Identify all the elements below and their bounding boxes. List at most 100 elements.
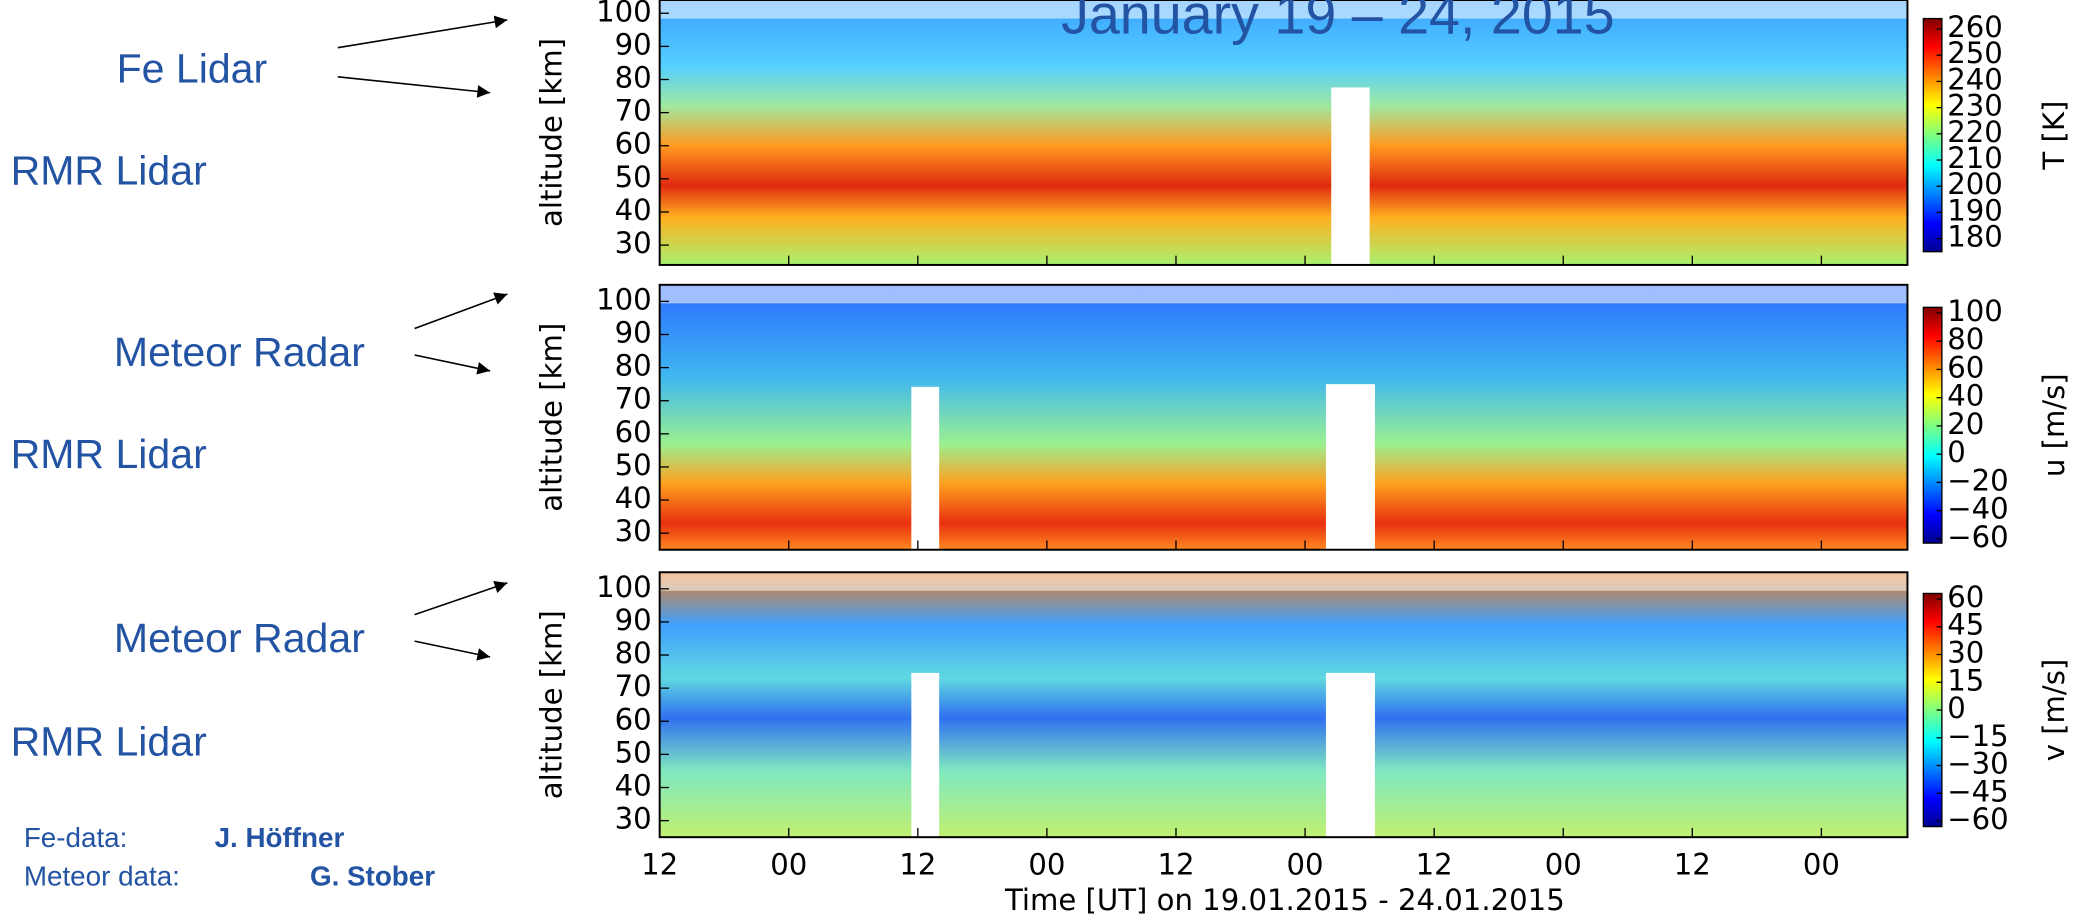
x-tick-label: 12 <box>1674 847 1711 881</box>
x-tick-label: 12 <box>1416 847 1453 881</box>
y-tick-label: 70 <box>615 94 652 128</box>
y-tick-label: 50 <box>615 735 652 769</box>
x-tick-label: 00 <box>1287 847 1324 881</box>
data-gap <box>659 0 1908 19</box>
colorbar-tick-label: −15 <box>1947 719 2008 753</box>
chart-title: January 19 – 24, 2015 <box>1061 0 1615 45</box>
colorbar-tick-label: 30 <box>1947 636 1984 670</box>
y-tick-label: 40 <box>615 481 652 515</box>
instrument-label: RMR Lidar <box>11 718 207 764</box>
colorbar-tick-label: 240 <box>1947 62 2003 96</box>
data-gap <box>659 284 1908 304</box>
colorbar-tick-label: 180 <box>1947 220 2003 254</box>
plot-frame <box>658 283 1909 551</box>
colorbar-label: T [K] <box>2037 101 2071 171</box>
colorbar-tick-label: 220 <box>1947 115 2003 149</box>
y-tick-label: 100 <box>596 570 652 604</box>
colorbar <box>1922 17 1943 253</box>
colorbar-tick-label: −20 <box>1947 463 2008 497</box>
credit-name: J. Höffner <box>215 822 345 853</box>
y-tick-label: 100 <box>596 0 652 28</box>
colorbar-tick-label: 190 <box>1947 193 2003 227</box>
data-gap <box>1325 672 1375 838</box>
credit-name: G. Stober <box>310 861 435 892</box>
colorbar-tick-label: 250 <box>1947 36 2003 70</box>
colorbar-label: v [m/s] <box>2037 659 2071 762</box>
colorbar <box>1922 306 1943 544</box>
colorbar-tick-label: 20 <box>1947 407 1984 441</box>
data-gap <box>659 572 1908 591</box>
credit-role: Fe-data: <box>24 822 128 853</box>
y-tick-label: 60 <box>615 415 652 449</box>
y-tick-label: 30 <box>615 514 652 548</box>
colorbar-tick-label: −45 <box>1947 774 2008 808</box>
colorbar-tick-label: 45 <box>1947 608 1984 642</box>
x-axis-label: Time [UT] on 19.01.2015 - 24.01.2015 <box>1004 883 1565 917</box>
x-tick-label: 12 <box>1157 847 1194 881</box>
y-tick-label: 70 <box>615 669 652 703</box>
y-tick-label: 80 <box>615 349 652 383</box>
plot-frame <box>658 571 1909 839</box>
colorbar-tick-label: 100 <box>1947 294 2003 328</box>
data-gap <box>1325 384 1375 550</box>
instrument-label: RMR Lidar <box>11 147 207 193</box>
y-tick-label: 30 <box>615 226 652 260</box>
field <box>659 0 1908 265</box>
colorbar-tick-label: 200 <box>1947 167 2003 201</box>
y-tick-label: 90 <box>615 603 652 637</box>
y-tick-label: 100 <box>596 282 652 316</box>
y-tick-label: 80 <box>615 60 652 94</box>
colorbar-tick-label: 260 <box>1947 10 2003 44</box>
y-tick-label: 90 <box>615 315 652 349</box>
colorbar-tick-label: −30 <box>1947 747 2008 781</box>
instrument-label: Fe Lidar <box>117 45 268 91</box>
credit-role: Meteor data: <box>24 861 180 892</box>
y-tick-label: 50 <box>615 160 652 194</box>
y-axis-label: altitude [km] <box>535 38 569 227</box>
colorbar-tick-label: 15 <box>1947 663 1984 697</box>
instrument-label: RMR Lidar <box>11 431 207 477</box>
annotations: Fe Lidar RMR Lidar Meteor Radar RMR Lida… <box>11 15 508 892</box>
colorbar-tick-label: 40 <box>1947 379 1984 413</box>
x-tick-label: 00 <box>1803 847 1840 881</box>
colorbar-tick-label: 210 <box>1947 141 2003 175</box>
y-axis-label: altitude [km] <box>535 610 569 799</box>
y-tick-label: 80 <box>615 636 652 670</box>
y-tick-label: 40 <box>615 769 652 803</box>
field <box>659 284 1908 550</box>
y-tick-label: 70 <box>615 382 652 416</box>
instrument-label: Meteor Radar <box>114 615 365 661</box>
y-tick-label: 90 <box>615 27 652 61</box>
colorbar-tick-label: −40 <box>1947 492 2008 526</box>
x-tick-label: 00 <box>1545 847 1582 881</box>
y-tick-label: 50 <box>615 448 652 482</box>
colorbar-label: u [m/s] <box>2037 373 2071 477</box>
y-axis-label: altitude [km] <box>535 323 569 512</box>
colorbar-tick-label: −60 <box>1947 802 2008 836</box>
data-gap <box>911 386 940 550</box>
plot-frame <box>658 0 1909 266</box>
arrows <box>337 15 508 661</box>
data-gap <box>1331 87 1370 265</box>
x-tick-label: 00 <box>770 847 807 881</box>
instrument-label: Meteor Radar <box>114 329 365 375</box>
colorbar-tick-label: 0 <box>1947 435 1966 469</box>
y-tick-label: 60 <box>615 702 652 736</box>
x-tick-label: 00 <box>1028 847 1065 881</box>
y-tick-label: 60 <box>615 127 652 161</box>
x-tick-label: 12 <box>899 847 936 881</box>
colorbar-tick-label: 60 <box>1947 350 1984 384</box>
colorbar-tick-label: −60 <box>1947 520 2008 554</box>
colorbar-tick-label: 80 <box>1947 322 1984 356</box>
field <box>659 572 1908 838</box>
colorbar-tick-label: 230 <box>1947 89 2003 123</box>
x-tick-label: 12 <box>641 847 678 881</box>
colorbar-tick-label: 0 <box>1947 691 1966 725</box>
data-gap <box>911 672 940 838</box>
colorbar-tick-label: 60 <box>1947 580 1984 614</box>
y-tick-label: 30 <box>615 802 652 836</box>
